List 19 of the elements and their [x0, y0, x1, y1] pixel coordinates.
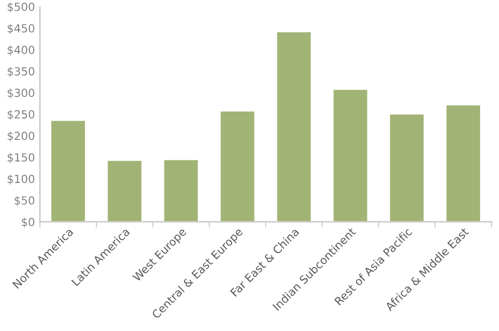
y-tick-label: $400	[8, 45, 34, 56]
y-tick-label: $0	[22, 218, 34, 228]
y-tick-label: $50	[14, 196, 34, 206]
bar	[445, 104, 482, 222]
y-tick-label: $250	[8, 110, 34, 120]
y-tick-label: $150	[8, 153, 34, 164]
bar	[276, 30, 312, 222]
y-tick-label: $200	[8, 131, 34, 142]
y-tick-label: $500	[8, 2, 34, 12]
bar	[388, 113, 426, 222]
bar	[219, 110, 256, 222]
bar	[50, 120, 86, 222]
bar	[106, 160, 143, 222]
bar	[332, 88, 369, 222]
bar	[162, 158, 200, 222]
y-tick-label: $100	[8, 174, 34, 185]
y-tick-label: $450	[8, 24, 34, 34]
y-tick-label: $300	[8, 88, 34, 99]
y-tick-label: $350	[8, 66, 34, 78]
